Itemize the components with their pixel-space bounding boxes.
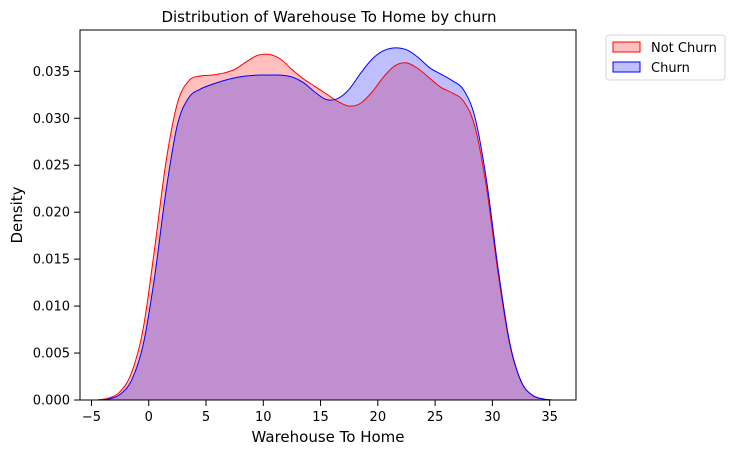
x-tick-label: 0 (145, 410, 153, 425)
y-tick-label: 0.035 (33, 65, 70, 80)
y-axis-title: Density (8, 186, 26, 243)
legend-box (605, 34, 726, 81)
x-tick-label: 30 (484, 410, 501, 425)
y-tick-label: 0.030 (33, 112, 70, 127)
y-axis-ticks: 0.000 0.005 0.010 0.015 0.020 0.025 0.030 0.035 (33, 65, 80, 409)
legend-label-not-churn: Not Churn (651, 41, 717, 56)
legend-swatch-churn (612, 61, 641, 73)
plot-frame (79, 29, 577, 401)
legend-swatch-not-churn (612, 41, 641, 53)
x-tick-label: 20 (370, 410, 387, 425)
x-tick-label: −5 (82, 410, 101, 425)
x-tick-label: 5 (202, 410, 210, 425)
density-lines (97, 47, 554, 401)
legend-label-churn: Churn (651, 61, 690, 76)
x-tick-label: 10 (255, 410, 272, 425)
x-axis-ticks: −5 0 5 10 15 20 25 30 35 (82, 400, 558, 425)
chart-title: Distribution of Warehouse To Home by chu… (161, 8, 496, 26)
y-tick-label: 0.020 (33, 206, 70, 221)
x-tick-label: 35 (541, 410, 558, 425)
y-tick-label: 0.000 (33, 394, 70, 409)
x-tick-label: 25 (427, 410, 444, 425)
y-tick-label: 0.025 (33, 159, 70, 174)
density-fill-not-churn (97, 54, 554, 400)
density-fill-churn (97, 47, 554, 400)
y-tick-label: 0.015 (33, 253, 70, 268)
y-tick-label: 0.005 (33, 347, 70, 362)
y-tick-label: 0.010 (33, 300, 70, 315)
density-fills (97, 47, 554, 400)
legend: Not Churn Churn (605, 34, 726, 81)
density-line-churn (97, 47, 554, 401)
density-line-not-churn (97, 53, 554, 401)
x-tick-label: 15 (312, 410, 329, 425)
x-axis-title: Warehouse To Home (252, 428, 405, 446)
